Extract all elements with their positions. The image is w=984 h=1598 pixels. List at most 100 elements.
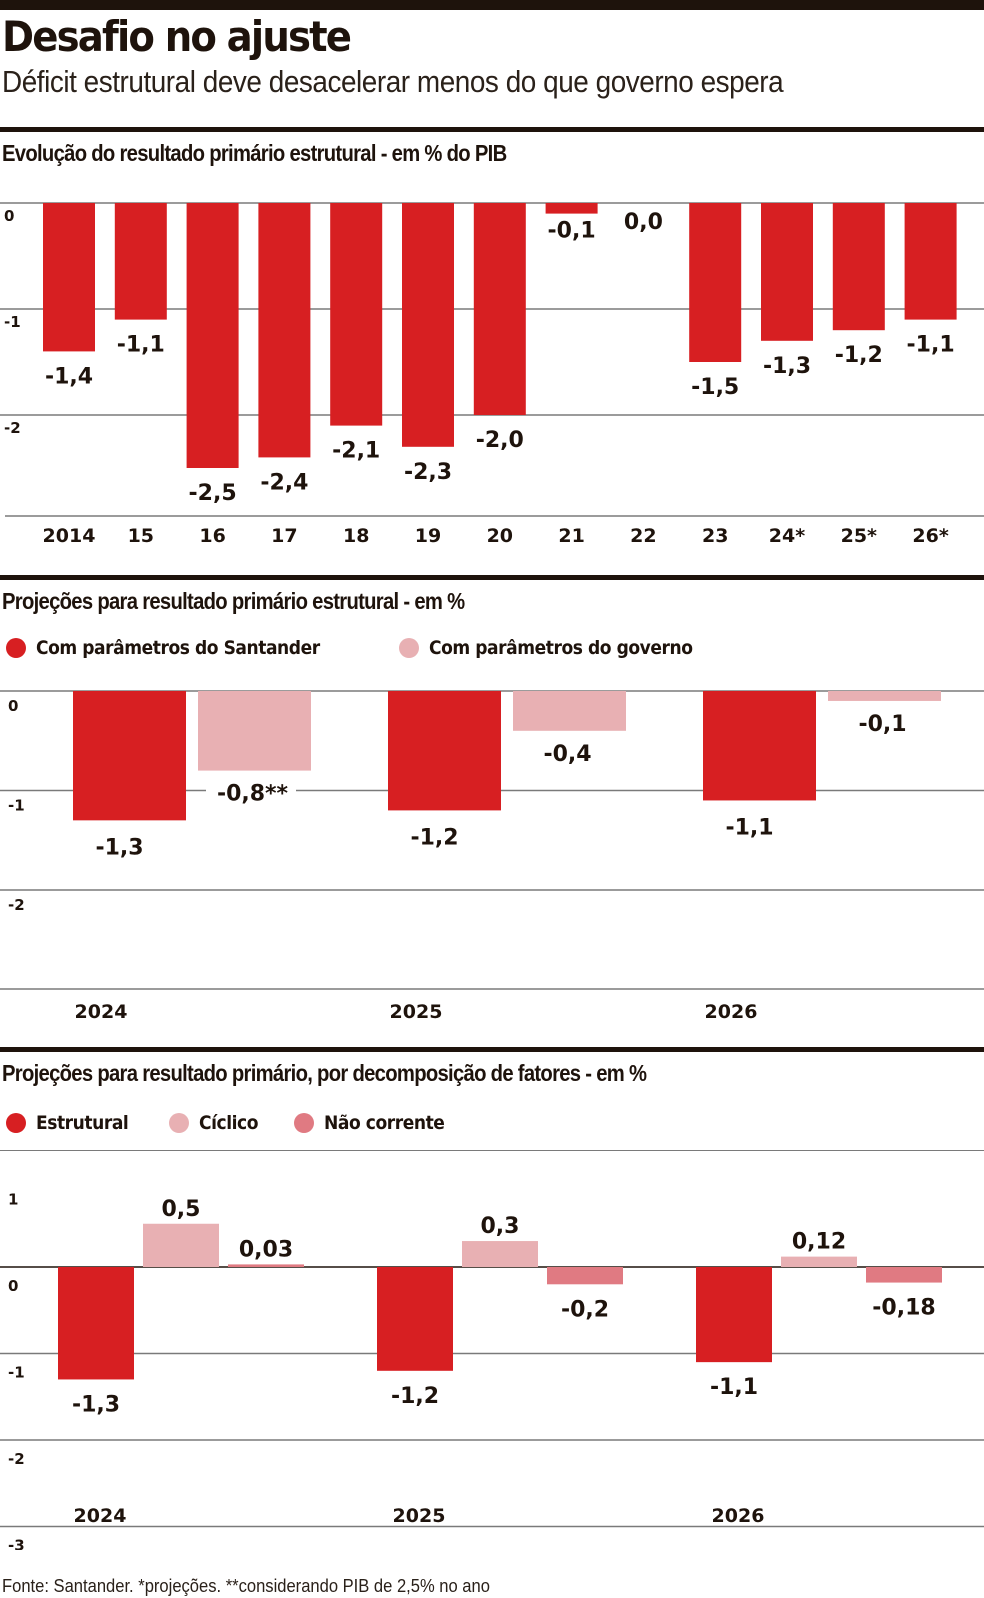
data-label: 0,12 <box>792 1230 846 1255</box>
y-tick-label: 0 <box>4 207 14 225</box>
bar-governo <box>198 691 311 771</box>
x-tick-label: 25* <box>841 525 877 547</box>
data-label: -1,4 <box>45 364 93 389</box>
data-label: -2,5 <box>189 481 237 506</box>
chart3-plot: 1 0 -1 -2 -3 -1,3 0,5 0,03 2024 -1,2 0,3 -0,2 2025 -1… <box>0 1150 984 1550</box>
y-tick-label: -1 <box>8 1364 25 1382</box>
source-footnote: Fonte: Santander. *projeções. **consider… <box>2 1576 490 1596</box>
x-tick-label: 16 <box>199 525 225 547</box>
x-tick-label: 21 <box>558 525 584 547</box>
data-label: -2,4 <box>260 470 308 495</box>
x-tick-label: 2025 <box>390 1001 443 1023</box>
data-label: -2,1 <box>332 439 380 464</box>
legend-label: Cíclico <box>198 1112 258 1134</box>
data-label: -1,3 <box>763 354 811 379</box>
legend-dot-icon <box>294 1113 315 1133</box>
y-tick-label: -2 <box>8 1450 25 1468</box>
legend-label: Com parâmetros do governo <box>429 637 693 659</box>
chart2-legend: Com parâmetros do Santander Com parâmetr… <box>6 637 752 659</box>
bar-ciclico <box>781 1256 857 1267</box>
x-tick-label: 24* <box>769 525 805 547</box>
legend-dot-icon <box>168 1113 189 1133</box>
chart1-plot: 0 -1 -2 -1,4 2014 -1,1 15 -2,5 16 -2,4 17 -2,1 18 -2,… <box>0 202 984 547</box>
x-tick-label: 22 <box>630 525 656 547</box>
data-label: -1,2 <box>410 825 458 850</box>
chart3-title: Projeções para resultado primário, por d… <box>2 1060 647 1086</box>
legend-dot-icon <box>6 1113 26 1133</box>
page-subtitle: Déficit estrutural deve desacelerar meno… <box>2 64 784 99</box>
data-label: -1,3 <box>72 1392 120 1417</box>
legend-item-estrutural: Estrutural <box>6 1112 139 1134</box>
data-label: -2,0 <box>476 428 524 453</box>
x-tick-label: 2024 <box>75 1001 128 1023</box>
chart3-legend: Estrutural Cíclico Não corrente <box>6 1112 488 1134</box>
bar <box>114 203 167 320</box>
data-label: -0,2 <box>561 1297 609 1322</box>
data-label: -1,1 <box>710 1375 758 1400</box>
chart2-plot: 0 -1 -2 -1,3 -0,8** 2024 -1,2 -0,4 2025 -1,1 -0,1 2… <box>0 690 984 1023</box>
x-tick-label: 19 <box>415 525 441 547</box>
bar <box>473 203 526 415</box>
section-rule-1 <box>0 127 984 132</box>
bar-santander <box>388 691 501 811</box>
y-tick-label: 1 <box>8 1191 18 1209</box>
bar-governo <box>828 691 941 701</box>
x-tick-label: 2024 <box>74 1505 127 1527</box>
chart2-title: Projeções para resultado primário estrut… <box>2 588 465 614</box>
x-tick-label: 23 <box>702 525 728 547</box>
y-tick-label: -2 <box>8 896 25 914</box>
bar <box>330 203 383 426</box>
data-label: -2,3 <box>404 460 452 485</box>
bar <box>258 203 311 458</box>
bar <box>186 203 239 468</box>
bar-estrutural <box>377 1267 453 1371</box>
x-tick-label: 2014 <box>43 525 96 547</box>
page-title: Desafio no ajuste <box>2 12 352 61</box>
data-label: -0,8** <box>217 782 289 807</box>
legend-dot-icon <box>6 638 26 658</box>
x-tick-label: 15 <box>128 525 154 547</box>
bar-estrutural <box>696 1267 772 1363</box>
legend-item-santander: Com parâmetros do Santander <box>6 637 351 659</box>
data-label: -0,1 <box>548 219 596 244</box>
x-tick-label: 2025 <box>393 1505 446 1527</box>
bar <box>43 203 95 352</box>
legend-item-governo: Com parâmetros do governo <box>399 637 722 659</box>
data-label: 0,0 <box>624 210 663 235</box>
data-label: -1,2 <box>835 343 883 368</box>
legend-label: Estrutural <box>36 1112 129 1134</box>
section-rule-3 <box>0 1047 984 1052</box>
section-rule-2 <box>0 575 984 580</box>
bar-santander <box>703 691 816 801</box>
data-label: 0,03 <box>239 1237 293 1262</box>
y-tick-label: 0 <box>8 1277 18 1295</box>
x-tick-label: 2026 <box>712 1505 765 1527</box>
legend-label: Com parâmetros do Santander <box>36 637 320 659</box>
bar-ciclico <box>143 1223 219 1267</box>
legend-item-ciclico: Cíclico <box>168 1112 265 1134</box>
data-label: -1,1 <box>907 333 955 358</box>
bar <box>402 203 454 447</box>
bar-governo <box>513 691 626 731</box>
data-label: -0,1 <box>858 712 906 737</box>
x-tick-label: 18 <box>343 525 369 547</box>
legend-label: Não corrente <box>324 1112 445 1134</box>
data-label: -1,3 <box>95 835 143 860</box>
data-label: -1,2 <box>391 1384 439 1409</box>
data-label: 0,5 <box>162 1197 201 1222</box>
data-label: -1,1 <box>725 815 773 840</box>
bar-nao-corrente <box>547 1267 623 1285</box>
bar <box>689 203 742 362</box>
legend-dot-icon <box>399 638 420 658</box>
y-tick-label: -3 <box>8 1537 25 1551</box>
bar <box>545 203 598 214</box>
data-label: -1,5 <box>691 375 739 400</box>
data-label: -0,4 <box>543 742 591 767</box>
x-tick-label: 17 <box>271 525 297 547</box>
y-tick-label: -2 <box>4 419 21 437</box>
bar <box>761 203 813 341</box>
bar <box>832 203 885 331</box>
legend-item-nao-corrente: Não corrente <box>294 1112 458 1134</box>
bar-santander <box>73 691 186 821</box>
data-label: -1,1 <box>117 333 165 358</box>
